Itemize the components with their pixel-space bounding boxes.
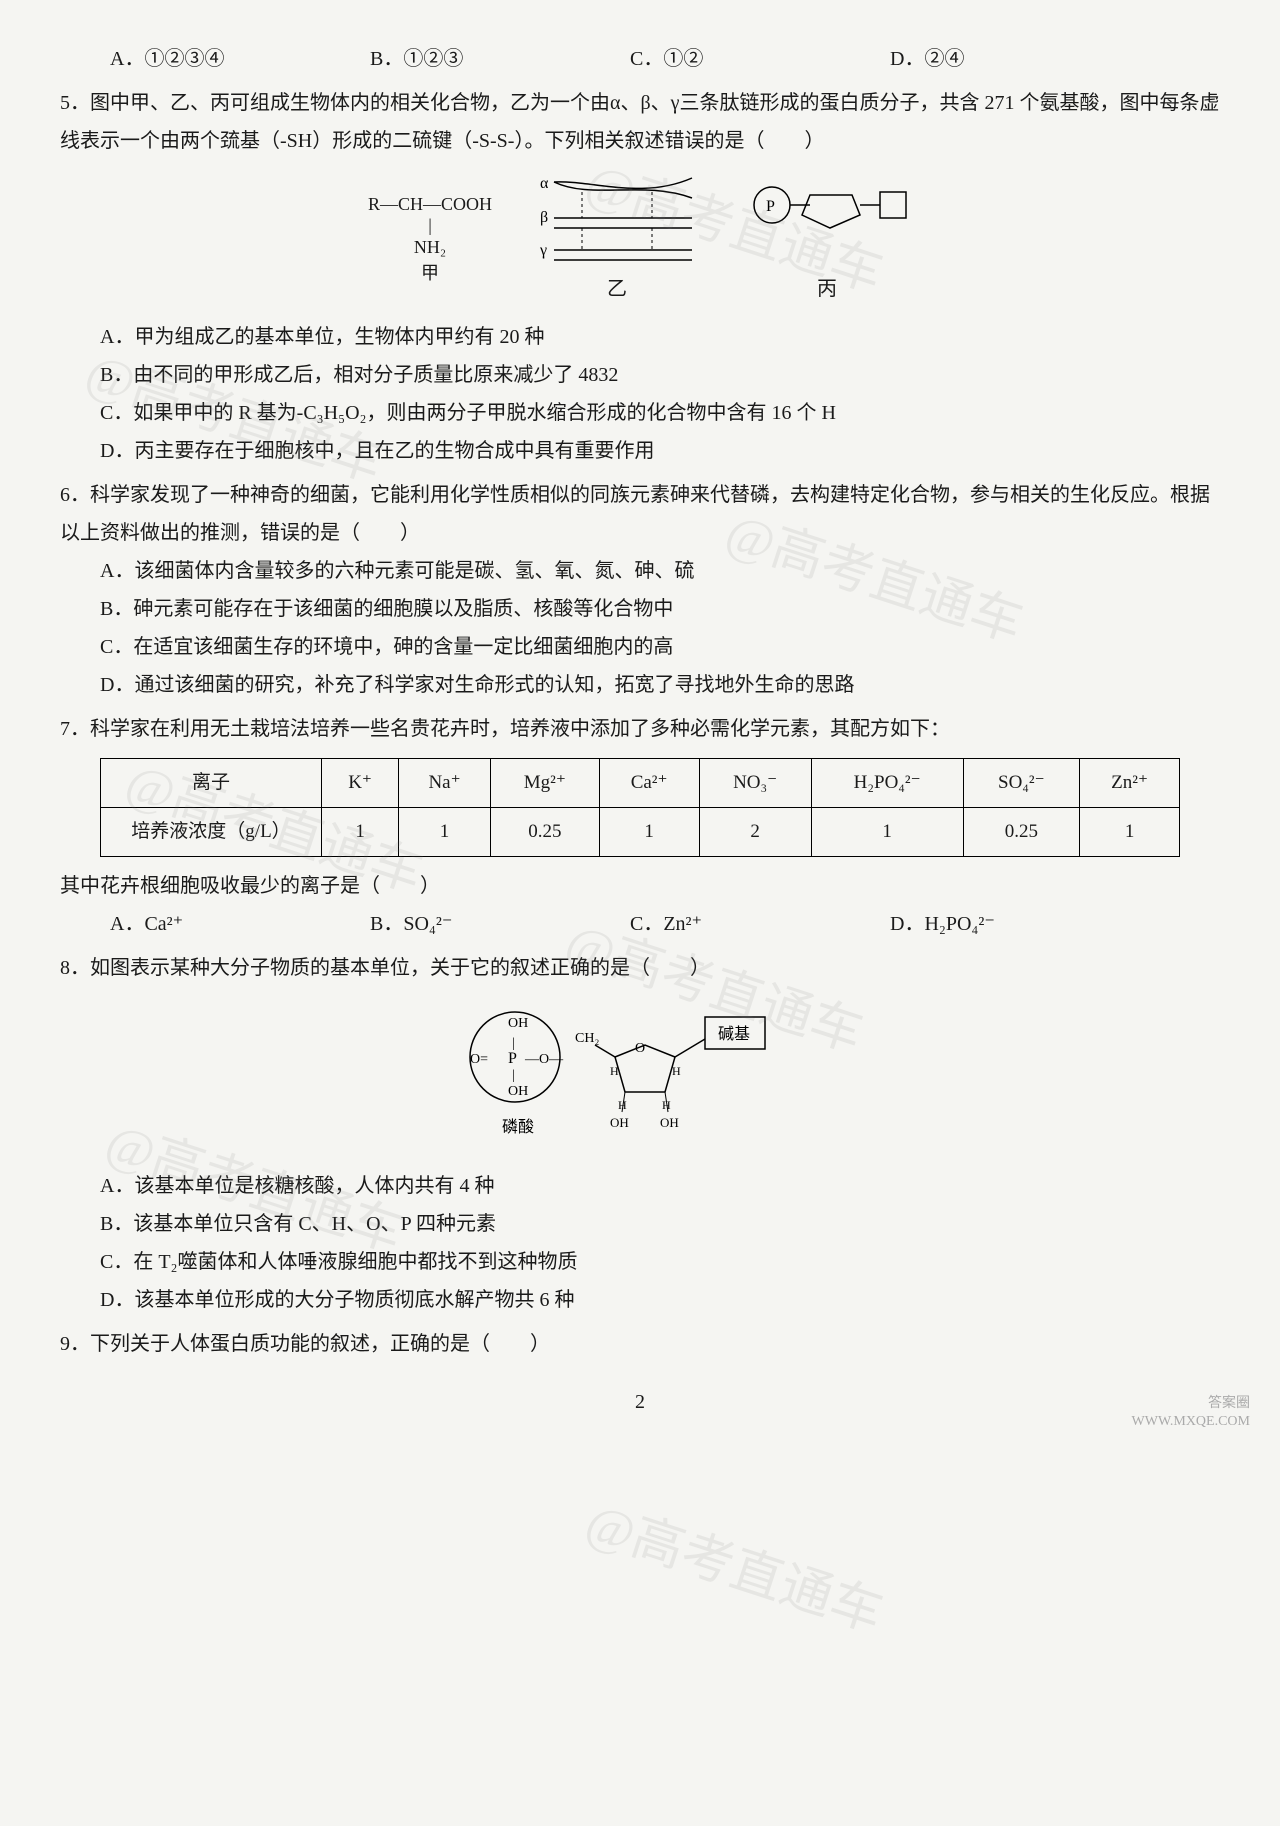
q6-opt-b: B．砷元素可能存在于该细菌的细胞膜以及脂质、核酸等化合物中 <box>100 590 1220 628</box>
q8-opt-a: A．该基本单位是核糖核酸，人体内共有 4 种 <box>100 1167 1220 1205</box>
table-data-row: 培养液浓度（g/L） 1 1 0.25 1 2 1 0.25 1 <box>101 808 1180 857</box>
protein-svg: α β γ <box>532 170 702 270</box>
q9-stem: 9．下列关于人体蛋白质功能的叙述，正确的是（ ） <box>60 1325 1220 1363</box>
q5-opt-d: D．丙主要存在于细胞核中，且在乙的生物合成中具有重要作用 <box>100 432 1220 470</box>
base-label: 碱基 <box>718 1025 750 1043</box>
q7-stem: 7．科学家在利用无土栽培法培养一些名贵花卉时，培养液中添加了多种必需化学元素，其… <box>60 710 1220 748</box>
q4-opt-d: D．②④ <box>890 40 1030 78</box>
td-mg: 0.25 <box>490 808 599 857</box>
svg-text:H: H <box>610 1064 619 1078</box>
td-no3: 2 <box>699 808 811 857</box>
q6-opt-a: A．该细菌体内含量较多的六种元素可能是碳、氢、氧、氮、砷、硫 <box>100 552 1220 590</box>
q7-opt-b: B．SO₄²⁻ <box>370 905 510 943</box>
q5-opt-b: B．由不同的甲形成乙后，相对分子质量比原来减少了 4832 <box>100 356 1220 394</box>
amino-mid: | <box>368 215 492 237</box>
phosphate-label: 磷酸 <box>502 1118 534 1136</box>
q6: 6．科学家发现了一种神奇的细菌，它能利用化学性质相似的同族元素砷来代替磷，去构建… <box>60 476 1220 704</box>
o-left: O= <box>470 1052 488 1067</box>
q9: 9．下列关于人体蛋白质功能的叙述，正确的是（ ） <box>60 1325 1220 1363</box>
nucleotide-caption: 丙 <box>742 270 912 308</box>
th-so4: SO₄²⁻ <box>963 759 1080 808</box>
amino-caption: 甲 <box>368 263 492 285</box>
footer-line2: WWW.MXQE.COM <box>1132 1413 1250 1431</box>
q5-opt-c: C．如果甲中的 R 基为-C₃H₅O₂，则由两分子甲脱水缩合形成的化合物中含有 … <box>100 394 1220 432</box>
th-na: Na⁺ <box>399 759 491 808</box>
q5-opt-a: A．甲为组成乙的基本单位，生物体内甲约有 20 种 <box>100 318 1220 356</box>
td-h2po4: 1 <box>811 808 963 857</box>
footer-line1: 答案圈 <box>1132 1395 1250 1413</box>
q4-opt-c: C．①② <box>630 40 770 78</box>
td-k: 1 <box>322 808 399 857</box>
amino-top: R—CH—COOH <box>368 194 492 216</box>
q7-opt-a: A．Ca²⁺ <box>110 905 250 943</box>
p-label: P <box>766 198 775 215</box>
q7-after: 其中花卉根细胞吸收最少的离子是（ ） <box>60 867 1220 905</box>
q8-opt-b: B．该基本单位只含有 C、H、O、P 四种元素 <box>100 1205 1220 1243</box>
th-ca: Ca²⁺ <box>599 759 699 808</box>
th-ion: 离子 <box>101 759 322 808</box>
q6-stem: 6．科学家发现了一种神奇的细菌，它能利用化学性质相似的同族元素砷来代替磷，去构建… <box>60 476 1220 552</box>
q8-stem: 8．如图表示某种大分子物质的基本单位，关于它的叙述正确的是（ ） <box>60 949 1220 987</box>
greek-alpha: α <box>540 175 549 192</box>
table-header-row: 离子 K⁺ Na⁺ Mg²⁺ Ca²⁺ NO₃⁻ H₂PO₄²⁻ SO₄²⁻ Z… <box>101 759 1180 808</box>
q4-options: A．①②③④ B．①②③ C．①② D．②④ <box>110 40 1220 78</box>
th-h2po4: H₂PO₄²⁻ <box>811 759 963 808</box>
q8-diagram: OH | O= P —O— | OH 磷酸 CH₂ O H H H H OH O… <box>60 997 1220 1157</box>
td-so4: 0.25 <box>963 808 1080 857</box>
q7-table: 离子 K⁺ Na⁺ Mg²⁺ Ca²⁺ NO₃⁻ H₂PO₄²⁻ SO₄²⁻ Z… <box>100 758 1180 857</box>
q7: 7．科学家在利用无土栽培法培养一些名贵花卉时，培养液中添加了多种必需化学元素，其… <box>60 710 1220 943</box>
q6-opt-c: C．在适宜该细菌生存的环境中，砷的含量一定比细菌细胞内的高 <box>100 628 1220 666</box>
q5-stem: 5．图中甲、乙、丙可组成生物体内的相关化合物，乙为一个由α、β、γ三条肽链形成的… <box>60 84 1220 160</box>
svg-text:|: | <box>512 1036 515 1051</box>
q8: 8．如图表示某种大分子物质的基本单位，关于它的叙述正确的是（ ） OH | O=… <box>60 949 1220 1319</box>
th-zn: Zn²⁺ <box>1080 759 1180 808</box>
svg-text:|: | <box>512 1068 515 1083</box>
q5-diagram-amino: R—CH—COOH | NH₂ 甲 <box>368 194 492 284</box>
watermark: @高考直通车 <box>572 1475 895 1664</box>
svg-text:OH: OH <box>610 1115 629 1130</box>
greek-gamma: γ <box>539 242 547 259</box>
q5-diagram-nucleotide: P 丙 <box>742 170 912 308</box>
q7-opt-c: C．Zn²⁺ <box>630 905 770 943</box>
greek-beta: β <box>540 209 548 226</box>
nucleotide-structure-svg: OH | O= P —O— | OH 磷酸 CH₂ O H H H H OH O… <box>450 997 830 1157</box>
td-zn: 1 <box>1080 808 1180 857</box>
td-label: 培养液浓度（g/L） <box>101 808 322 857</box>
svg-text:—O—: —O— <box>524 1052 564 1067</box>
oh-bot: OH <box>508 1084 528 1099</box>
td-ca: 1 <box>599 808 699 857</box>
svg-text:H: H <box>672 1064 681 1078</box>
th-mg: Mg²⁺ <box>490 759 599 808</box>
q5-diagram-protein: α β γ 乙 <box>532 170 702 308</box>
td-na: 1 <box>399 808 491 857</box>
page-number: 2 <box>60 1383 1220 1421</box>
oh-top: OH <box>508 1016 528 1031</box>
footer-logo: 答案圈 WWW.MXQE.COM <box>1132 1395 1250 1431</box>
q8-opt-d: D．该基本单位形成的大分子物质彻底水解产物共 6 种 <box>100 1281 1220 1319</box>
q8-opt-c: C．在 T₂噬菌体和人体唾液腺细胞中都找不到这种物质 <box>100 1243 1220 1281</box>
ch2-label: CH₂ <box>575 1031 599 1046</box>
th-k: K⁺ <box>322 759 399 808</box>
svg-text:OH: OH <box>660 1115 679 1130</box>
q5-diagram: R—CH—COOH | NH₂ 甲 α β γ 乙 <box>60 170 1220 308</box>
q7-opt-d: D．H₂PO₄²⁻ <box>890 905 1030 943</box>
nucleotide-svg: P <box>742 170 912 270</box>
q6-opt-d: D．通过该细菌的研究，补充了科学家对生命形式的认知，拓宽了寻找地外生命的思路 <box>100 666 1220 704</box>
th-no3: NO₃⁻ <box>699 759 811 808</box>
protein-caption: 乙 <box>532 270 702 308</box>
q7-options: A．Ca²⁺ B．SO₄²⁻ C．Zn²⁺ D．H₂PO₄²⁻ <box>110 905 1220 943</box>
p-atom: P <box>508 1050 517 1067</box>
q4-opt-b: B．①②③ <box>370 40 510 78</box>
q5: 5．图中甲、乙、丙可组成生物体内的相关化合物，乙为一个由α、β、γ三条肽链形成的… <box>60 84 1220 470</box>
amino-bot: NH₂ <box>368 237 492 259</box>
q4-opt-a: A．①②③④ <box>110 40 250 78</box>
